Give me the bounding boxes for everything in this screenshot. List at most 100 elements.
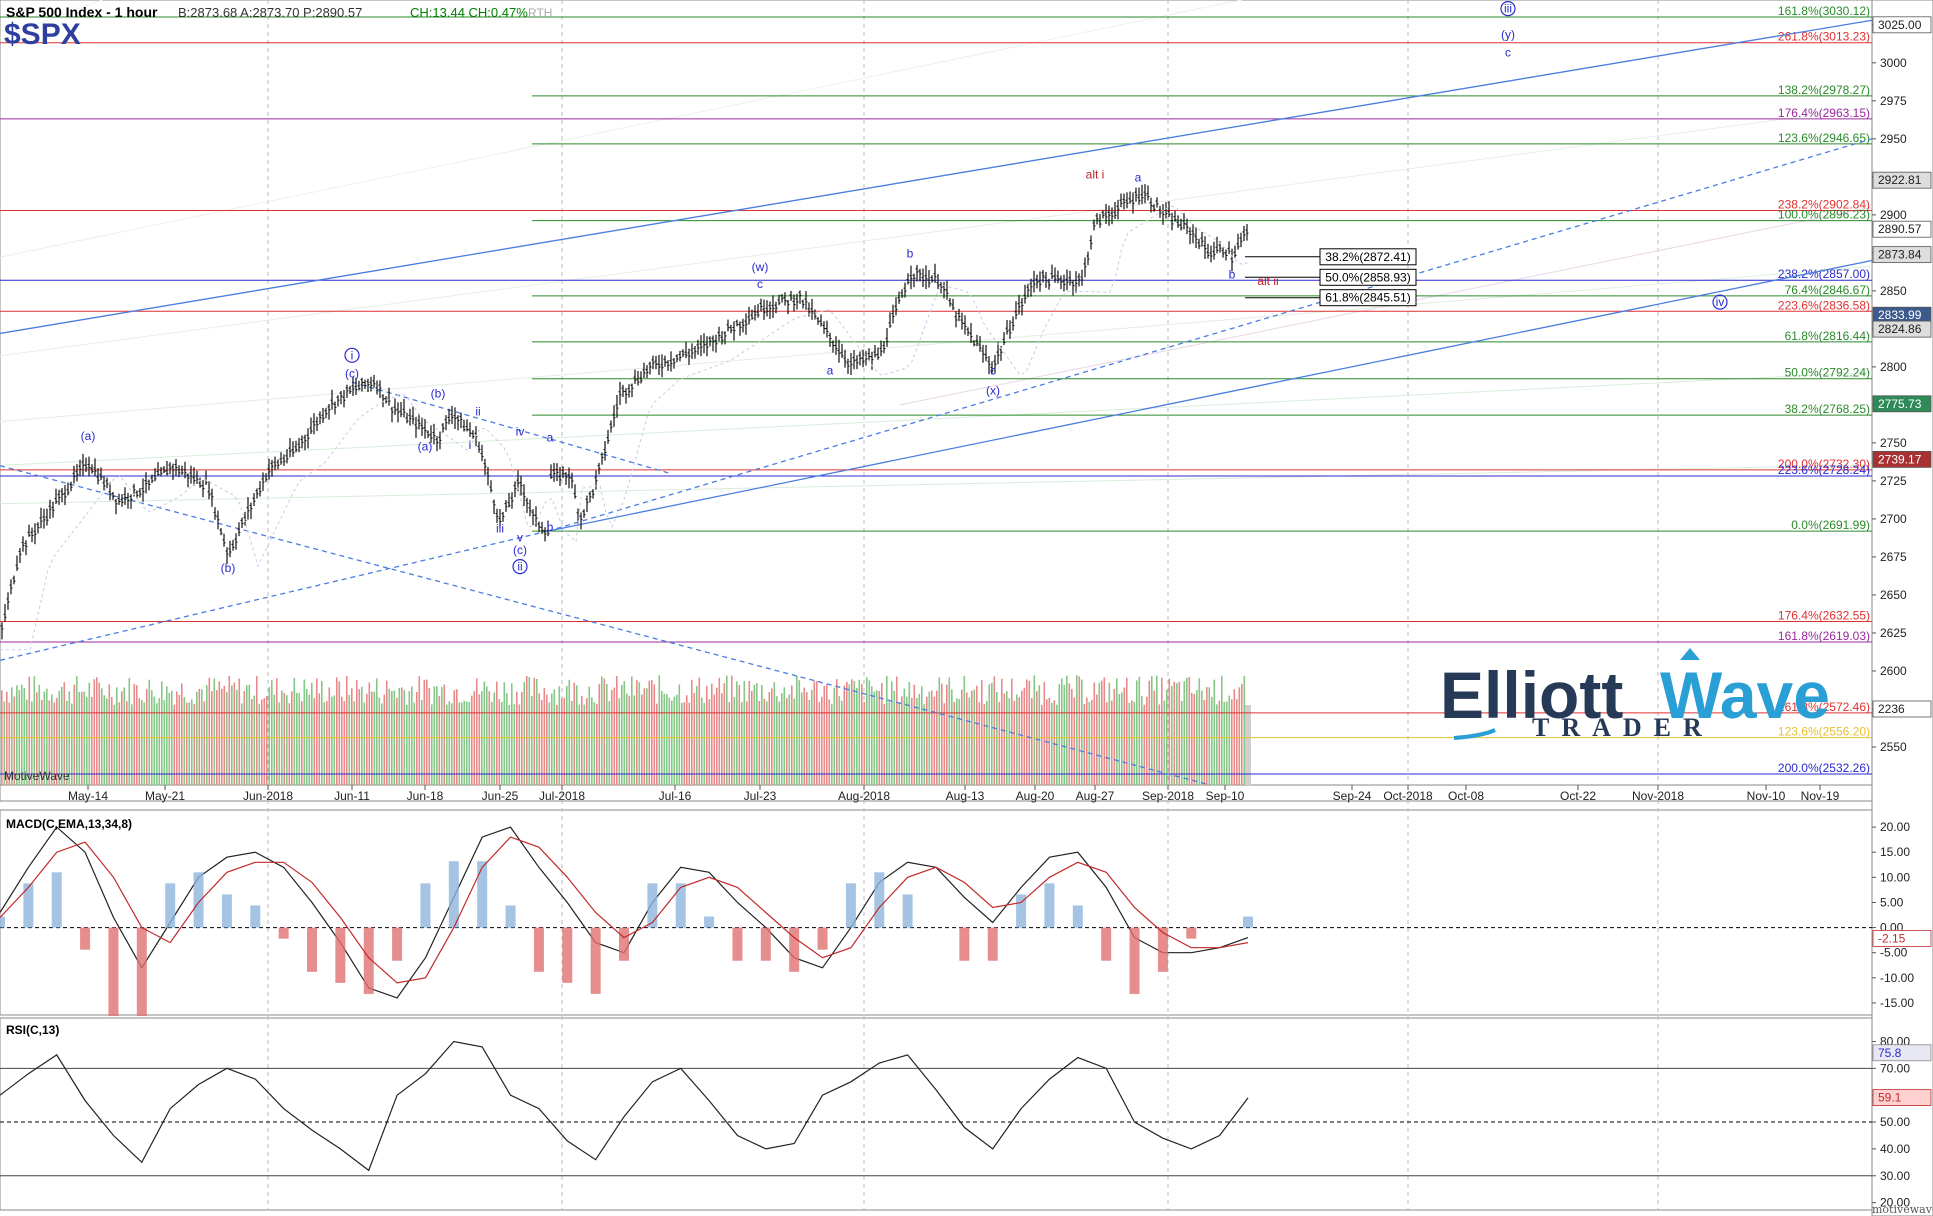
volume-bar (641, 694, 643, 785)
volume-bar (1158, 704, 1161, 785)
fib-label: 161.8%(2572.46) (1778, 700, 1870, 714)
volume-bar (516, 691, 518, 785)
wave-label: (b) (431, 386, 446, 400)
volume-bar (1123, 687, 1126, 785)
rsi-plot: 20.0030.0040.0050.0060.0070.0080.0059.17… (0, 1034, 1932, 1210)
volume-bar (313, 698, 316, 785)
volume-bar (966, 692, 968, 785)
histogram-bar (136, 927, 147, 1017)
retracement-box (1319, 289, 1417, 307)
volume-bar (778, 701, 781, 785)
volume-bar (348, 695, 351, 785)
volume-bar (1243, 676, 1246, 785)
axis-tick-label: -15.00 (1880, 996, 1914, 1010)
volume-bar (918, 693, 921, 785)
volume-bar (91, 696, 93, 785)
histogram-bar (1044, 883, 1055, 928)
fib-label: 38.2%(2768.25) (1785, 402, 1870, 416)
volume-bar (228, 675, 231, 785)
volume-bar (146, 688, 148, 785)
time-tick-label: Sep-2018 (1142, 789, 1194, 803)
volume-bar (408, 691, 411, 785)
volume-bar (686, 695, 688, 785)
fib-label: 123.6%(2946.65) (1778, 131, 1870, 145)
volume-bar (138, 698, 141, 785)
volume-bar (938, 677, 941, 785)
volume-bar (856, 688, 858, 785)
volume-bar (56, 697, 58, 785)
volume-bar (258, 703, 261, 785)
histogram-bar (335, 927, 346, 983)
volume-bar (608, 701, 611, 785)
volume-bar (788, 694, 791, 785)
volume-bar (493, 692, 496, 785)
histogram-bar (845, 883, 856, 928)
volume-bar (208, 677, 211, 785)
volume-bar (1186, 677, 1188, 785)
volume-bar (983, 704, 986, 785)
volume-bar (911, 697, 913, 785)
volume-bar (538, 693, 541, 785)
volume-bar (183, 697, 186, 785)
volume-bar (148, 679, 151, 785)
volume-bar (278, 702, 281, 785)
volume-bar (601, 676, 603, 785)
wave-circle (344, 347, 360, 363)
time-tick-label: Jul-16 (659, 789, 692, 803)
volume-bar (521, 692, 523, 785)
logo-word-elliott: Elliott (1440, 658, 1623, 732)
axis-tick-label: 40.00 (1880, 1142, 1910, 1156)
volume-bar (888, 701, 891, 785)
volume-bar (436, 686, 438, 785)
volume-bar (678, 684, 681, 785)
volume-bar (691, 679, 693, 785)
volume-bar (1213, 679, 1216, 785)
volume-bar (398, 687, 401, 785)
footer-brand: motivewave.com (1872, 1203, 1933, 1216)
volume-bar (1121, 692, 1123, 785)
volume-bar (943, 703, 946, 785)
axis-tick-label: 2625 (1880, 626, 1907, 640)
time-tick-label: May-21 (145, 789, 185, 803)
volume-bar (68, 691, 71, 785)
volume-bar (908, 682, 911, 785)
volume-bar (276, 678, 278, 785)
volume-bar (613, 687, 616, 785)
volume-bar (933, 696, 936, 785)
volume-bar (956, 698, 958, 785)
axis-tick-label: 2600 (1880, 664, 1907, 678)
axis-tick-label: 2650 (1880, 588, 1907, 602)
volume-bar (371, 691, 373, 785)
volume-bar (126, 701, 128, 785)
volume-bar (868, 680, 871, 785)
wave-circle (1712, 294, 1728, 310)
histogram-bar (193, 872, 204, 928)
volume-bar (206, 685, 208, 785)
fib-label: 223.6%(2728.24) (1778, 463, 1870, 477)
histogram-bar (505, 905, 516, 928)
volume-bar (806, 692, 808, 785)
histogram-bar (448, 861, 459, 928)
volume-bar (683, 702, 686, 785)
volume-bar (273, 694, 276, 785)
wave-label: iii (496, 522, 504, 536)
fib-label: 200.0%(2532.26) (1778, 761, 1870, 775)
wave-label: a (1135, 170, 1142, 184)
price-badge-label: 2922.81 (1878, 173, 1922, 187)
volume-bar (143, 702, 146, 785)
volume-bar (1111, 700, 1113, 785)
retracement-box (1319, 248, 1417, 266)
trend-line (547, 259, 1873, 532)
volume-bar (746, 701, 748, 785)
volume-bar (471, 695, 473, 785)
volume-bar (103, 695, 106, 785)
volume-bar (1018, 697, 1021, 785)
volume-bar (851, 679, 853, 785)
volume-bar (913, 684, 916, 785)
volume-bar (1228, 695, 1231, 785)
volume-bar (31, 701, 33, 785)
histogram-bar (392, 927, 403, 961)
time-tick-label: Jul-23 (744, 789, 777, 803)
histogram-bar (1157, 927, 1168, 972)
volume-bar (88, 682, 91, 785)
